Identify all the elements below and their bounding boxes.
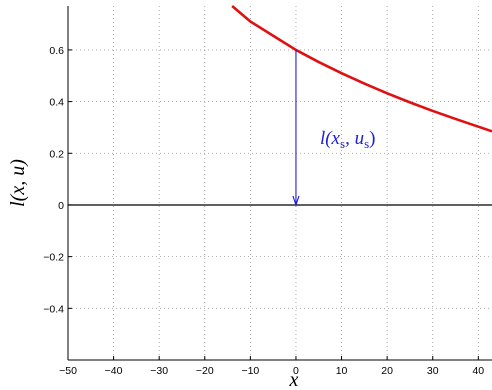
series-line	[231, 5, 492, 133]
tick-labels: −50 −40 −30 −20 −10 0 10 20 30 40 −0.4 −0.2 0 0.2 0.4 0…	[43, 45, 484, 377]
y-tick-label: 0.2	[49, 148, 64, 160]
x-tick-label: −10	[241, 365, 259, 377]
y-tick-label: 0.4	[49, 97, 64, 109]
y-tick-label: −0.4	[43, 303, 64, 315]
plot-area	[68, 6, 492, 360]
x-tick-label: −20	[196, 365, 214, 377]
x-tick-label: 40	[472, 365, 484, 377]
x-tick-label: −50	[59, 365, 77, 377]
x-tick-label: 0	[293, 365, 299, 377]
x-tick-label: −40	[105, 365, 123, 377]
annotation-label: l(xs, us)	[320, 128, 376, 151]
annotation-group: l(xs, us)	[292, 49, 376, 207]
x-axis-label: x	[289, 369, 299, 390]
y-tick-label: 0.6	[49, 45, 64, 57]
x-tick-label: 10	[336, 365, 348, 377]
annotation-arrowhead	[292, 195, 300, 207]
series-group	[68, 5, 492, 206]
x-tick-label: 30	[427, 365, 439, 377]
x-tick-label: 20	[381, 365, 393, 377]
y-tick-label: −0.2	[43, 252, 64, 264]
x-tick-label: −30	[150, 365, 168, 377]
y-tick-label: 0	[58, 200, 64, 212]
y-axis-label: l(x, u)	[7, 159, 29, 207]
axes	[67, 6, 492, 361]
